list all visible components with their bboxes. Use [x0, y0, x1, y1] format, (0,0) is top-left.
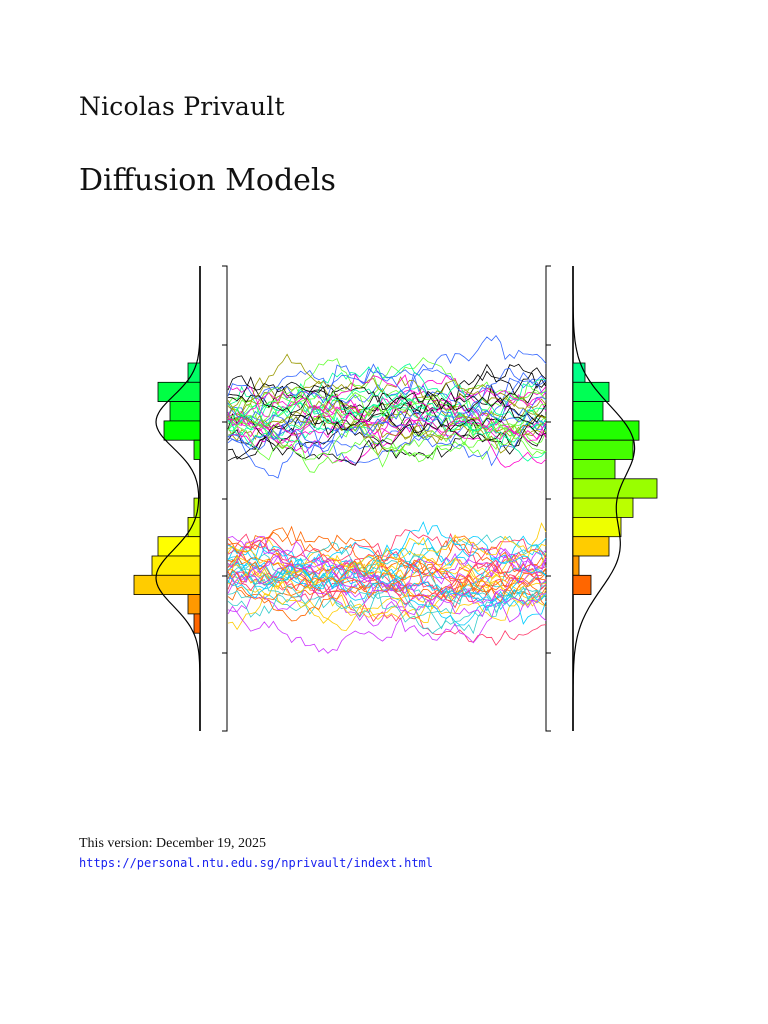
histogram-bar [572, 574, 592, 595]
diffusion-path [227, 534, 547, 600]
diffusion-path [227, 535, 547, 589]
diffusion-path [227, 416, 547, 479]
diffusion-path [227, 535, 547, 585]
version-line: This version: December 19, 2025 [79, 836, 267, 851]
diffusion-path [227, 391, 547, 448]
left-density-curve [155, 266, 201, 731]
diffusion-path [227, 563, 547, 604]
cover-figure [133, 265, 658, 732]
diffusion-path [227, 534, 547, 586]
diffusion-path [227, 564, 547, 632]
diffusion-path [227, 386, 546, 438]
histogram-bar [169, 401, 201, 422]
diffusion-path [227, 396, 547, 457]
diffusion-path [227, 571, 547, 646]
diffusion-path [227, 536, 547, 604]
right-density-curve [572, 266, 636, 731]
right-ticks [546, 344, 551, 654]
diffusion-path [227, 578, 547, 634]
author-name: Nicolas Privault [79, 92, 285, 121]
histogram-bar [133, 574, 201, 595]
diffusion-path [227, 558, 547, 603]
diffusion-path [227, 533, 547, 600]
homepage-link[interactable]: https://personal.ntu.edu.sg/nprivault/in… [79, 856, 434, 870]
diffusion-path [227, 547, 547, 591]
diffusion-path [227, 543, 547, 603]
histogram-bar [187, 594, 201, 615]
left-ticks [222, 344, 227, 654]
histogram-bar [157, 536, 201, 557]
diffusion-path [227, 555, 547, 616]
diffusion-path [227, 576, 547, 624]
histogram-bar [572, 536, 610, 557]
diffusion-path [227, 389, 547, 438]
right-histogram [572, 362, 658, 595]
histogram-bar [572, 555, 580, 576]
histogram-bar [572, 497, 634, 518]
diffusion-path [227, 373, 547, 440]
histogram-bar [572, 439, 634, 460]
histogram-bar [572, 459, 616, 480]
diffusion-path [227, 563, 547, 600]
diffusion-path [227, 410, 547, 461]
diffusion-path [227, 379, 547, 432]
diffusion-path [227, 559, 547, 622]
diffusion-path [227, 529, 547, 578]
diffusion-path [227, 397, 547, 462]
diffusion-path [227, 363, 547, 427]
histogram-bar [151, 555, 201, 576]
histogram-bar [572, 362, 586, 383]
diffusion-path [227, 363, 547, 452]
histogram-bar [572, 516, 622, 538]
diffusion-path [227, 358, 547, 446]
histogram-bar [163, 420, 201, 441]
left-histogram [133, 362, 201, 634]
histogram-bar [193, 613, 201, 634]
diffusion-path [227, 535, 547, 570]
histogram-bar [157, 381, 201, 403]
diffusion-path [227, 407, 547, 466]
diffusion-path [227, 421, 547, 459]
diffusion-path [227, 353, 547, 419]
diffusion-path [227, 377, 547, 433]
histogram-bar [187, 362, 201, 383]
diffusion-path [227, 421, 547, 473]
book-title: Diffusion Models [79, 163, 336, 198]
diffusion-path [227, 555, 547, 614]
histogram-bar [572, 401, 604, 422]
diffusion-path [227, 390, 547, 436]
diffusion-paths [227, 334, 547, 654]
diffusion-path [227, 385, 547, 468]
diffusion-path [227, 549, 547, 627]
histogram-bar [193, 439, 201, 460]
diffusion-path [227, 600, 547, 654]
histogram-bar [572, 478, 658, 499]
diffusion-path [227, 527, 547, 601]
diffusion-path [227, 334, 547, 404]
diffusion-path [227, 400, 547, 454]
histogram-bar [187, 516, 201, 538]
